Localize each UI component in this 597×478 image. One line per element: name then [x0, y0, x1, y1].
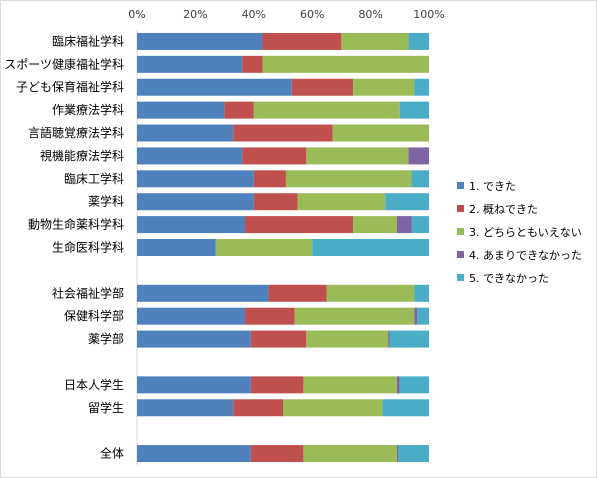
bar-segment [250, 376, 304, 394]
x-tick-label: 80% [358, 8, 382, 21]
bar-segment [262, 55, 429, 73]
bar-segment [242, 147, 307, 165]
category-label: 日本人学生 [64, 377, 124, 392]
category-label: 視機能療法学科 [40, 148, 124, 163]
bar-segment [341, 32, 409, 50]
x-tick-label: 100% [413, 8, 444, 21]
bar-segment [399, 101, 429, 119]
bar-segment [215, 239, 313, 256]
bar-segment [396, 445, 399, 463]
x-tick-label: 0% [128, 8, 145, 21]
bar-segment [332, 124, 429, 142]
bar-segment [417, 307, 429, 325]
bar-segment [283, 399, 383, 417]
bar-segment [396, 376, 400, 394]
bar-segment [233, 399, 283, 417]
category-label: 全体 [100, 446, 124, 461]
bar-segment [398, 445, 429, 463]
bar-segment [353, 216, 397, 234]
bar-segment [137, 124, 234, 142]
category-label: 臨床工学科 [64, 171, 124, 186]
bar-segment [294, 307, 415, 325]
bar-segment [137, 216, 246, 234]
bar-segment [137, 101, 225, 119]
bar-segment [137, 239, 216, 256]
bar-segment [137, 78, 292, 96]
category-label: 子ども保育福祉学科 [16, 79, 124, 94]
bar-segment [137, 330, 251, 348]
legend-label: 3. どちらともいえない [469, 226, 582, 239]
category-label: 生命医科学科 [52, 240, 124, 255]
bar-segment [137, 32, 263, 50]
x-tick-label: 60% [300, 8, 324, 21]
bar-segment [399, 376, 429, 394]
bar-segment [411, 170, 429, 188]
bar-segment [253, 193, 298, 211]
legend-swatch [457, 251, 464, 258]
bar-segment [137, 170, 254, 188]
legend-label: 4. あまりできなかった [469, 249, 582, 262]
legend-swatch [457, 205, 464, 212]
bar-segment [414, 284, 429, 302]
bar-segment [414, 78, 429, 96]
x-tick-label: 40% [242, 8, 266, 21]
bar-segment [137, 445, 251, 463]
legend-label: 5. できなかった [469, 272, 549, 285]
bar-segment [396, 216, 412, 234]
bar-segment [303, 445, 397, 463]
category-label: 作業療法学科 [52, 102, 124, 117]
bar-segment [285, 170, 412, 188]
bar-segment [137, 284, 269, 302]
bar-segment [137, 307, 246, 325]
bar-segment [389, 330, 429, 348]
bar-segment [388, 330, 390, 348]
category-label: 言語聴覚療法学科 [28, 125, 124, 140]
bar-segment [137, 376, 251, 394]
bar-segment [326, 284, 415, 302]
bar-segment [408, 32, 429, 50]
legend-label: 2. 概ねできた [469, 203, 538, 216]
category-label: 社会福祉学部 [52, 285, 124, 300]
bar-segment [233, 124, 333, 142]
legend-swatch [457, 182, 464, 189]
bar-segment [224, 101, 254, 119]
legend-swatch [457, 274, 464, 281]
category-label: スポーツ健康福祉学科 [4, 56, 124, 71]
bar-segment [414, 307, 418, 325]
bar-segment [245, 216, 354, 234]
category-label: 留学生 [88, 400, 124, 415]
bar-segment [250, 445, 304, 463]
bar-segment [137, 193, 254, 211]
bar-segment [253, 101, 400, 119]
bar-segment [306, 147, 409, 165]
x-tick-label: 20% [183, 8, 207, 21]
bar-segment [353, 78, 415, 96]
bar-segment [137, 147, 243, 165]
category-label: 動物生命薬科学科 [28, 217, 124, 232]
bar-segment [262, 32, 342, 50]
bar-segment [137, 399, 234, 417]
bar-segment [385, 193, 429, 211]
bar-segment [312, 239, 429, 256]
bar-segment [242, 55, 263, 73]
legend-label: 1. できた [469, 180, 516, 193]
category-label: 臨床福祉学科 [52, 33, 124, 48]
legend-swatch [457, 228, 464, 235]
bar-segment [408, 147, 429, 165]
category-label: 薬学科 [88, 194, 124, 209]
bar-segment [411, 216, 429, 234]
bar-segment [253, 170, 286, 188]
bar-segment [382, 399, 429, 417]
bar-segment [306, 330, 389, 348]
bar-segment [291, 78, 354, 96]
bar-segment [297, 193, 386, 211]
bar-segment [245, 307, 295, 325]
bar-segment [137, 55, 243, 73]
bar-segment [303, 376, 397, 394]
category-label: 保健科学部 [64, 308, 124, 323]
bar-segment [250, 330, 307, 348]
category-label: 薬学部 [88, 331, 124, 346]
bar-segment [268, 284, 327, 302]
